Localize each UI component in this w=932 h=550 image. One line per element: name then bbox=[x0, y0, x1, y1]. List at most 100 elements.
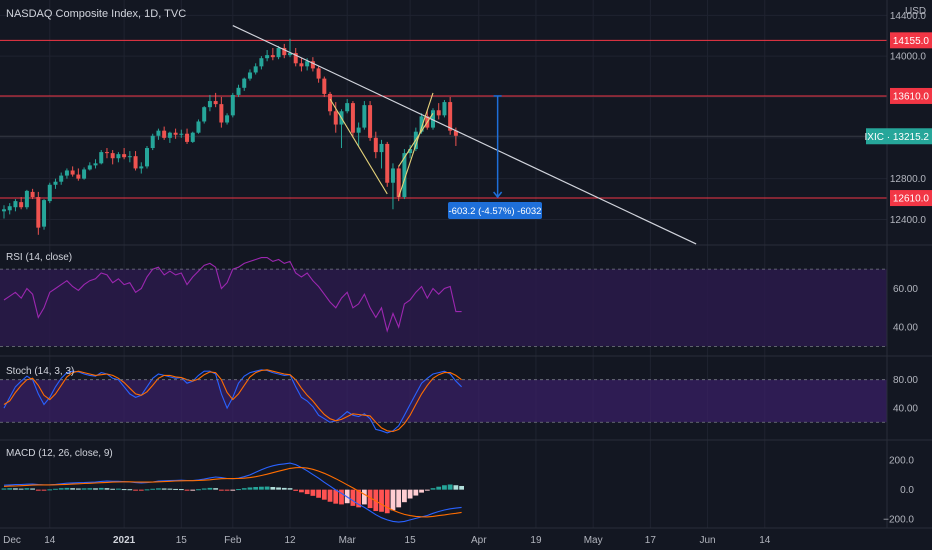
descending-trendline bbox=[232, 24, 697, 245]
stoch-tick-label: 40.00 bbox=[893, 404, 918, 415]
candle-body bbox=[282, 47, 287, 56]
candle-body bbox=[408, 149, 413, 154]
last-price-badge bbox=[866, 128, 932, 145]
candle-body bbox=[368, 105, 373, 138]
macd-histogram-bar bbox=[116, 488, 121, 490]
macd-histogram-bar bbox=[7, 488, 13, 490]
macd-histogram-bar bbox=[333, 489, 339, 504]
candle-body bbox=[7, 206, 12, 211]
time-tick-label: 12 bbox=[284, 535, 296, 546]
macd-histogram-bar bbox=[133, 489, 138, 491]
candle-body bbox=[190, 132, 195, 142]
macd-histogram-bar bbox=[207, 487, 213, 490]
wedge-line bbox=[398, 92, 434, 198]
macd-histogram-bar bbox=[121, 489, 127, 491]
candle-body bbox=[19, 202, 24, 208]
macd-histogram-bar bbox=[321, 489, 327, 500]
candle-body bbox=[76, 174, 81, 179]
macd-histogram-bar bbox=[259, 486, 264, 490]
level-badge-label: 13610.0 bbox=[893, 91, 930, 102]
measure-label: -603.2 (-4.57%) -6032 bbox=[449, 206, 542, 217]
candle-body bbox=[288, 53, 292, 56]
candle-body bbox=[24, 190, 29, 208]
macd-histogram-bar bbox=[150, 488, 156, 490]
macd-histogram-bar bbox=[75, 488, 81, 490]
macd-histogram-bar bbox=[396, 489, 402, 508]
macd-histogram-bar bbox=[24, 488, 30, 490]
macd-histogram-bar bbox=[299, 489, 304, 493]
macd-histogram-bar bbox=[64, 487, 70, 490]
macd-histogram-bar bbox=[110, 488, 116, 490]
macd-histogram-bar bbox=[144, 489, 150, 491]
price-tick-label: 14000.0 bbox=[890, 52, 927, 63]
candle-body bbox=[356, 127, 361, 133]
stoch-k-line bbox=[3, 369, 462, 434]
macd-histogram-bar bbox=[361, 489, 367, 505]
macd-histogram-bar bbox=[384, 489, 390, 514]
macd-histogram-bar bbox=[138, 489, 144, 491]
candle-body bbox=[431, 110, 435, 128]
candle-body bbox=[133, 156, 138, 169]
macd-histogram-bar bbox=[247, 487, 253, 490]
candle-body bbox=[2, 209, 6, 212]
candle-body bbox=[453, 130, 458, 136]
macd-histogram-bar bbox=[70, 488, 76, 490]
candle-body bbox=[310, 61, 315, 69]
stoch-label: Stoch (14, 3, 3) bbox=[6, 366, 74, 377]
candle-body bbox=[185, 133, 190, 142]
macd-histogram-bar bbox=[327, 489, 333, 502]
signal-line bbox=[3, 466, 462, 518]
macd-histogram-bar bbox=[196, 489, 201, 491]
macd-histogram-bar bbox=[224, 489, 230, 491]
time-tick-label: Feb bbox=[224, 535, 242, 546]
time-tick-label: 2021 bbox=[113, 535, 136, 546]
macd-histogram-bar bbox=[419, 489, 424, 493]
macd-histogram-bar bbox=[58, 488, 64, 490]
candle-body bbox=[419, 116, 424, 132]
candle-body bbox=[156, 130, 161, 136]
time-tick-label: Mar bbox=[339, 535, 357, 546]
candle-body bbox=[390, 168, 395, 183]
candle-body bbox=[305, 61, 310, 67]
candle-body bbox=[242, 78, 247, 88]
candle-body bbox=[322, 78, 327, 94]
stochastic-indicator bbox=[3, 369, 462, 434]
macd-histogram-bar bbox=[310, 489, 316, 496]
time-tick-label: May bbox=[584, 535, 603, 546]
candle-body bbox=[110, 153, 115, 159]
macd-histogram-bar bbox=[190, 489, 196, 491]
candle-body bbox=[276, 47, 281, 58]
candle-body bbox=[253, 66, 258, 73]
candle-body bbox=[150, 135, 155, 149]
candle-body bbox=[167, 132, 172, 138]
candle-body bbox=[436, 110, 441, 116]
candle-body bbox=[207, 101, 212, 108]
stoch-band bbox=[0, 379, 887, 423]
macd-tick-label: 0.0 bbox=[900, 485, 914, 496]
macd-histogram-bar bbox=[339, 489, 344, 505]
time-tick-label: 14 bbox=[759, 535, 771, 546]
candle-body bbox=[93, 163, 98, 166]
candle-body bbox=[82, 169, 87, 179]
candle-body bbox=[293, 53, 298, 64]
candle-body bbox=[202, 107, 207, 122]
macd-histogram-bar bbox=[293, 489, 299, 491]
macd-histogram-bar bbox=[13, 488, 18, 490]
macd-histogram-bar bbox=[459, 485, 464, 490]
rsi-tick-label: 60.00 bbox=[893, 284, 918, 295]
macd-histogram-bar bbox=[184, 489, 190, 491]
drawing-tools[interactable]: -603.2 (-4.57%) -6032 bbox=[232, 24, 697, 245]
macd-histogram-bar bbox=[47, 489, 53, 491]
candle-body bbox=[259, 58, 264, 67]
candle-body bbox=[316, 68, 321, 79]
candle-body bbox=[265, 55, 270, 59]
time-tick-label: Apr bbox=[471, 535, 487, 546]
macd-histogram-bar bbox=[30, 488, 35, 490]
time-tick-label: 15 bbox=[176, 535, 188, 546]
candle-body bbox=[13, 201, 18, 208]
candle-body bbox=[179, 133, 184, 135]
macd-histogram-bar bbox=[264, 486, 270, 490]
candle-body bbox=[373, 137, 378, 153]
macd-histogram-bar bbox=[270, 487, 276, 490]
